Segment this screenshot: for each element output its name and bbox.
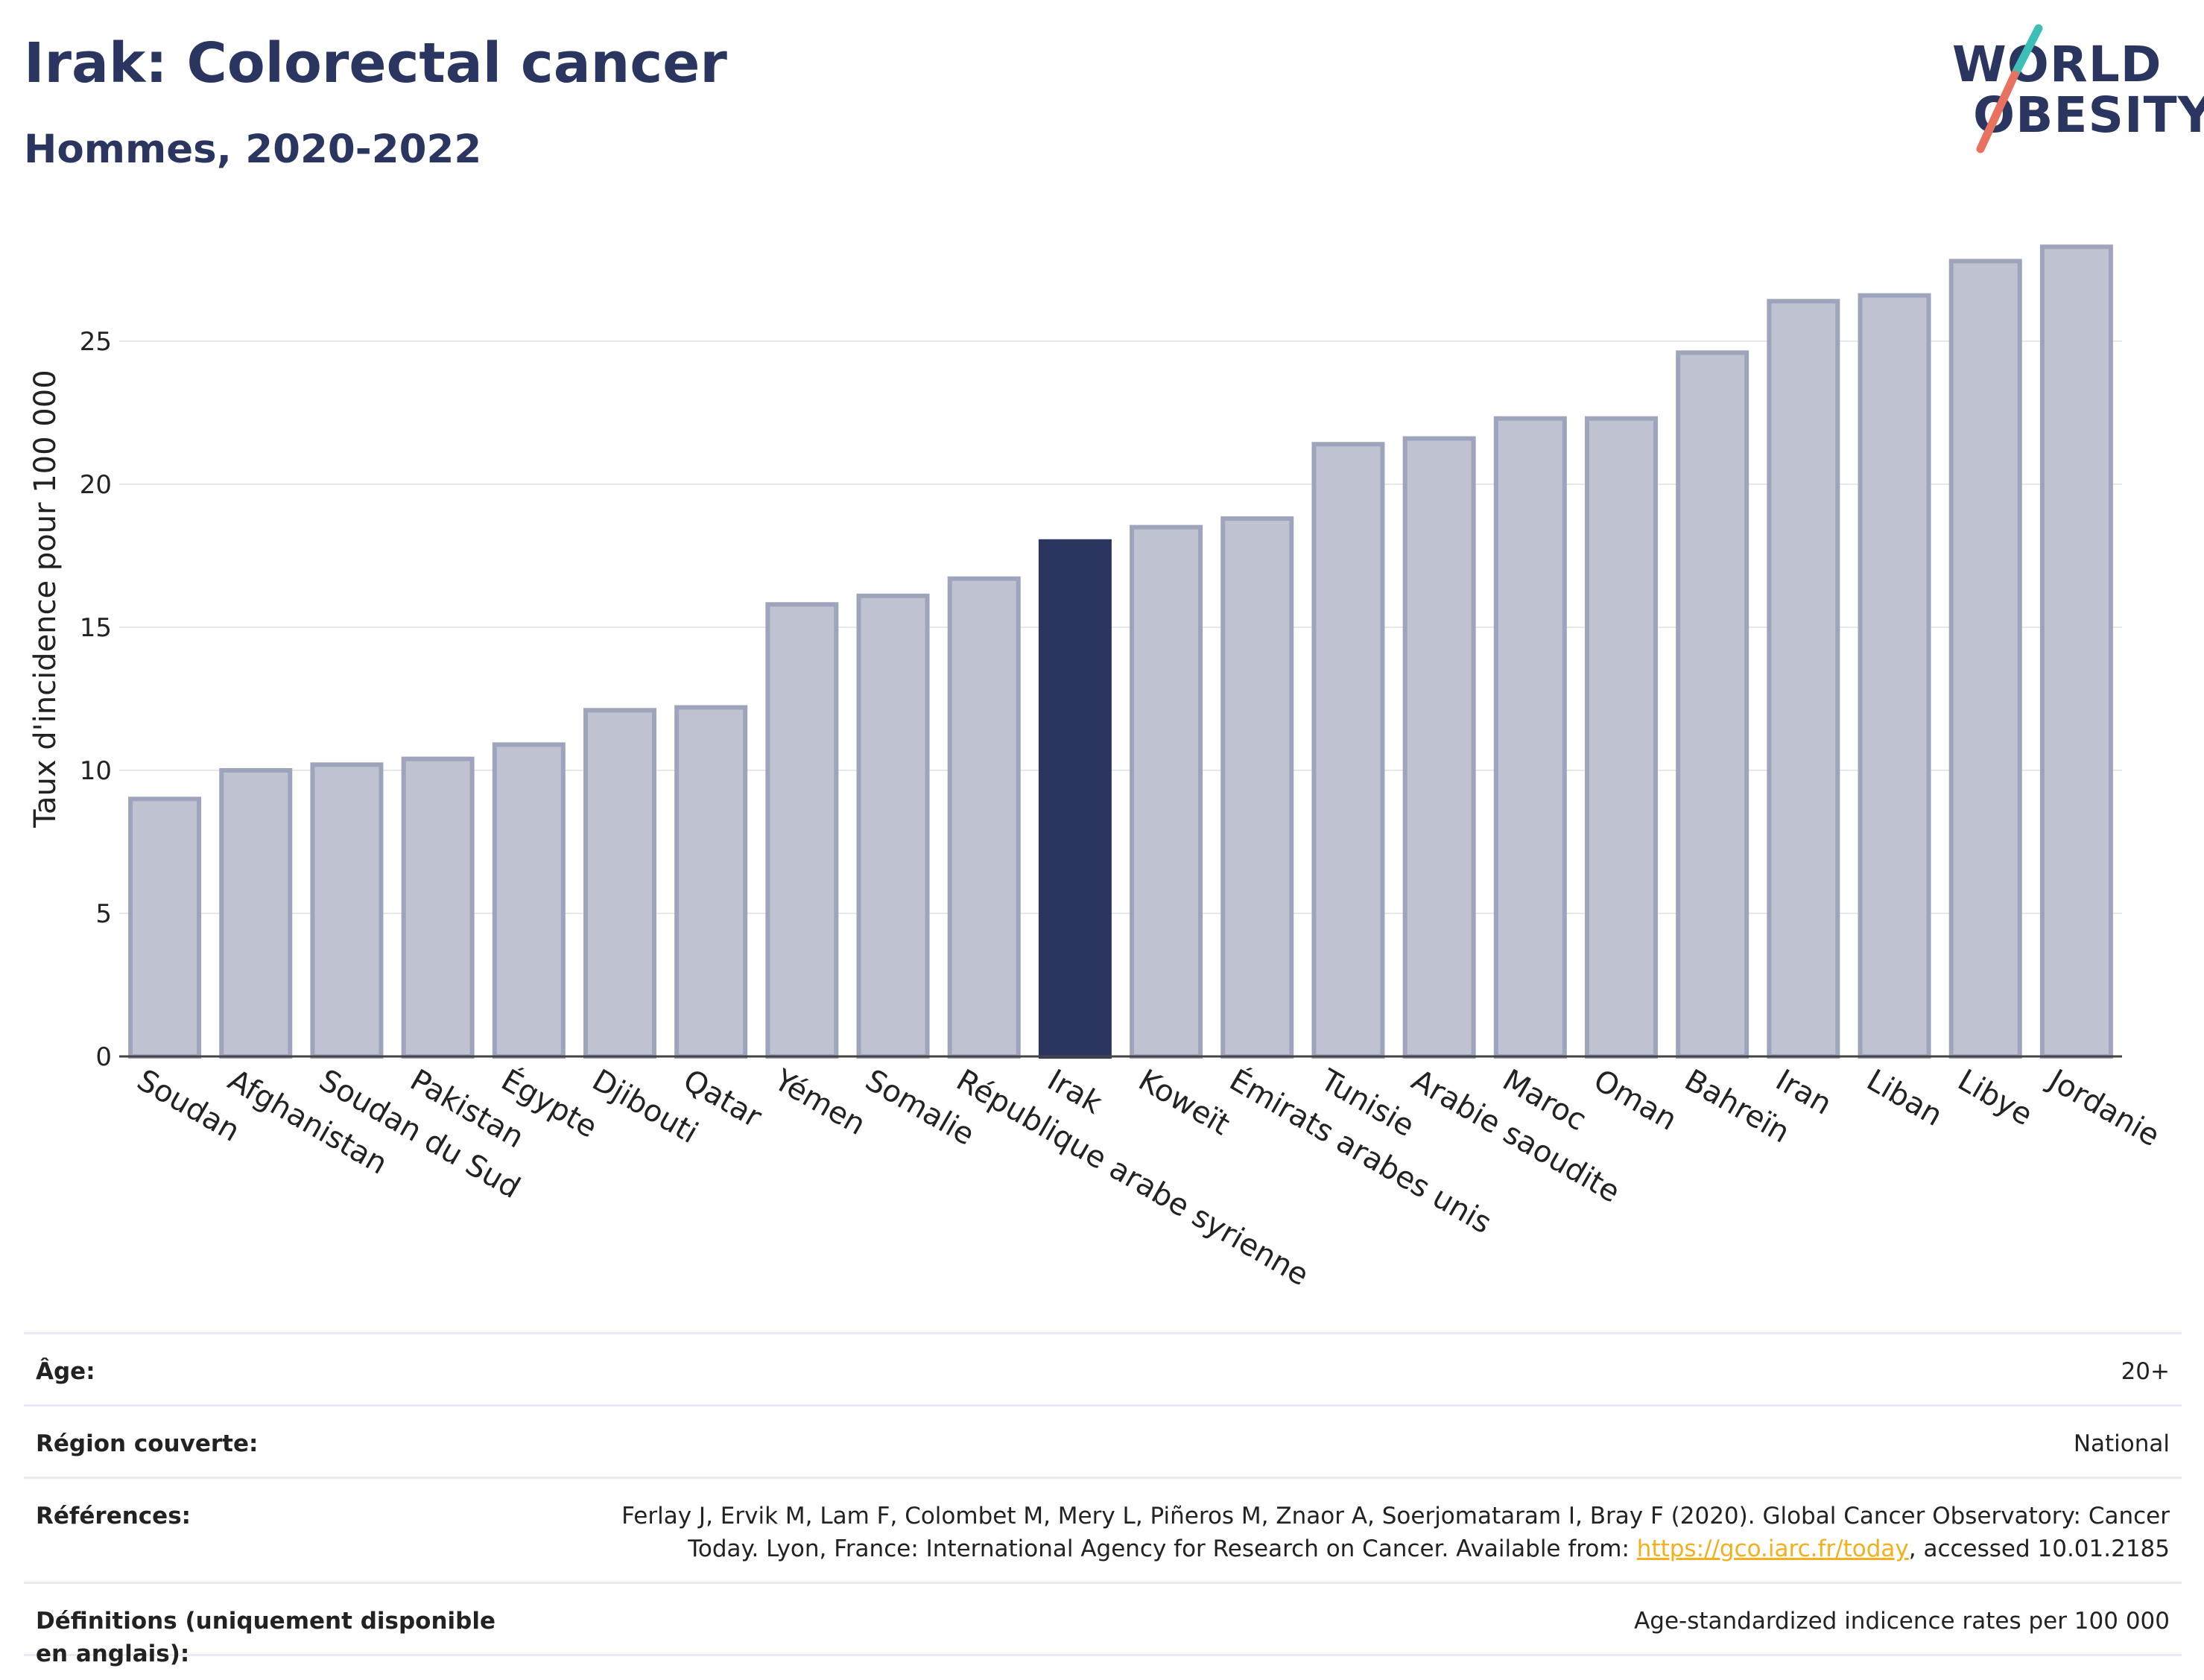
info-table: Âge: 20+ Région couverte: National Référ… [24, 1332, 2182, 1667]
y-tick-label: 20 [80, 470, 112, 500]
x-category-label: Djibouti [586, 1063, 703, 1150]
x-category-label: Libye [1952, 1063, 2039, 1132]
x-category-label: Jordanie [2041, 1062, 2165, 1153]
bar[interactable] [856, 593, 930, 1059]
world-obesity-logo[interactable]: WORLD OBESITY [1943, 22, 2204, 156]
bar[interactable] [2039, 244, 2113, 1059]
y-tick-label: 15 [80, 613, 112, 643]
bar[interactable] [1676, 350, 1749, 1059]
info-value-references: Ferlay J, Ervik M, Lam F, Colombet M, Me… [602, 1497, 2170, 1565]
bar[interactable] [1493, 416, 1567, 1059]
bar[interactable] [492, 742, 566, 1059]
y-axis-ticks: 0 5 10 15 20 25 [80, 327, 112, 1072]
bar[interactable] [1948, 259, 2022, 1059]
bar[interactable] [219, 768, 293, 1059]
info-label-age: Âge: [36, 1358, 95, 1385]
bar[interactable] [401, 756, 475, 1059]
bar[interactable] [1130, 524, 1203, 1059]
bar[interactable] [674, 705, 748, 1059]
y-tick-label: 10 [80, 756, 112, 786]
info-label-references: Références: [36, 1503, 191, 1530]
bar[interactable] [765, 602, 839, 1059]
logo-text-obesity: OBESITY [1973, 86, 2204, 144]
x-category-label: Koweït [1133, 1063, 1235, 1142]
y-tick-label: 5 [95, 899, 112, 929]
info-row-definitions: Définitions (uniquement disponible en an… [24, 1582, 2182, 1667]
y-axis-label: Taux d'incidence pour 100 000 [28, 370, 63, 828]
bars [128, 244, 2113, 1059]
x-category-label: Soudan [131, 1063, 245, 1149]
bar[interactable] [310, 762, 384, 1059]
y-tick-label: 25 [80, 327, 112, 357]
bar-highlighted[interactable] [1038, 539, 1112, 1059]
reference-text: Ferlay J, Ervik M, Lam F, Colombet M, Me… [621, 1503, 2170, 1562]
logo-slash-icon [1976, 24, 2043, 153]
info-value-age: 20+ [2121, 1358, 2170, 1385]
info-row-references: Références: Ferlay J, Ervik M, Lam F, Co… [24, 1477, 2182, 1582]
info-row-region: Région couverte: National [24, 1404, 2182, 1477]
bar[interactable] [583, 708, 656, 1059]
bar[interactable] [1220, 516, 1294, 1059]
bar[interactable] [1767, 299, 1840, 1059]
bar[interactable] [1402, 436, 1476, 1059]
x-category-label: Liban [1861, 1063, 1948, 1133]
chart-subtitle: Hommes, 2020-2022 [24, 127, 482, 172]
x-category-label: Oman [1588, 1063, 1682, 1138]
info-value-region: National [2073, 1430, 2170, 1457]
info-label-region: Région couverte: [36, 1430, 259, 1457]
x-category-label: Yémen [767, 1062, 871, 1142]
info-label-definitions: Définitions (uniquement disponible en an… [36, 1608, 496, 1667]
y-tick-label: 0 [95, 1042, 112, 1072]
bar[interactable] [947, 576, 1021, 1059]
x-category-label: Bahreïn [1679, 1063, 1795, 1150]
chart-title: Irak: Colorectal cancer [24, 31, 727, 95]
info-row-age: Âge: 20+ [24, 1332, 2182, 1404]
bar[interactable] [1311, 442, 1385, 1059]
reference-accessed: , accessed 10.01.2185 [1908, 1535, 2170, 1562]
bar[interactable] [128, 796, 202, 1059]
bar[interactable] [1858, 293, 1931, 1059]
info-value-definitions: Age-standardized indicence rates per 100… [1634, 1608, 2170, 1635]
bar[interactable] [1585, 416, 1658, 1059]
logo-text-world: WORLD [1952, 36, 2162, 93]
reference-link[interactable]: https://gco.iarc.fr/today [1636, 1535, 1909, 1562]
